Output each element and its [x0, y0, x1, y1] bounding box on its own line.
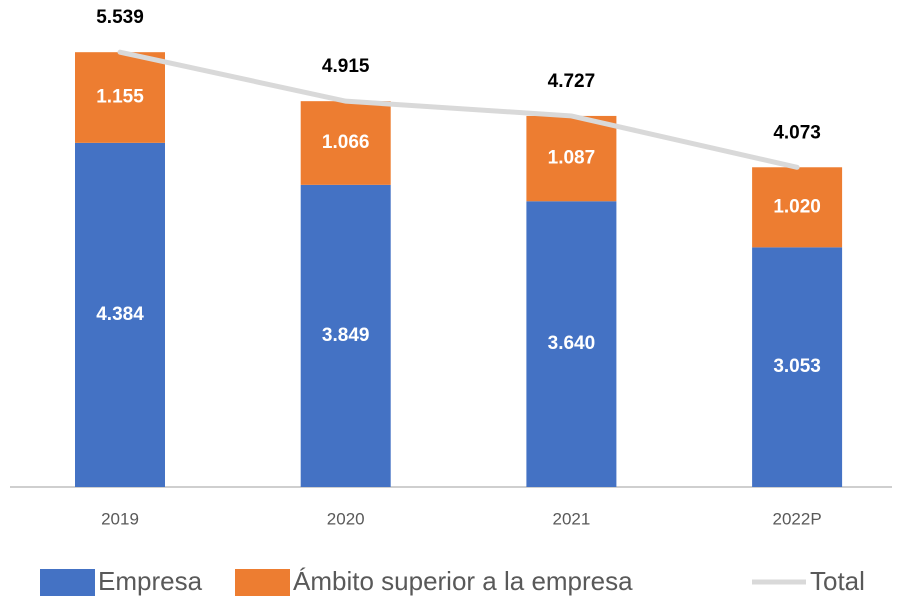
legend-swatch: [40, 569, 95, 596]
bar-segment: [75, 142, 165, 487]
total-line: [117, 49, 800, 170]
total-label: 5.539: [96, 7, 144, 28]
bar-segment: [752, 247, 843, 487]
bar-segment: [526, 201, 617, 487]
x-tick-label: 2019: [101, 509, 139, 528]
data-label: 3.849: [322, 325, 370, 346]
bar-segment: [526, 115, 617, 202]
data-label: 1.087: [548, 148, 596, 169]
data-label: 3.640: [548, 333, 596, 354]
legend-label: Ámbito superior a la empresa: [293, 566, 633, 596]
data-label: 4.384: [96, 304, 144, 325]
x-tick-label: 2021: [552, 509, 590, 528]
bar-segment: [300, 101, 391, 185]
bar-segment: [300, 184, 391, 487]
legend-label: Total: [810, 566, 865, 596]
bar-segment: [752, 167, 843, 248]
data-label: 3.053: [773, 356, 821, 377]
x-tick-label: 2022P: [773, 509, 822, 528]
data-label: 1.155: [96, 87, 144, 108]
legend-swatch: [235, 569, 290, 596]
total-label: 4.915: [322, 56, 370, 77]
total-label: 4.727: [548, 71, 596, 92]
total-label: 4.073: [773, 122, 821, 143]
data-label: 1.066: [322, 132, 370, 153]
legend-label: Empresa: [98, 566, 203, 596]
x-tick-label: 2020: [327, 509, 365, 528]
bar-segment: [75, 52, 165, 143]
data-label: 1.020: [773, 196, 821, 217]
